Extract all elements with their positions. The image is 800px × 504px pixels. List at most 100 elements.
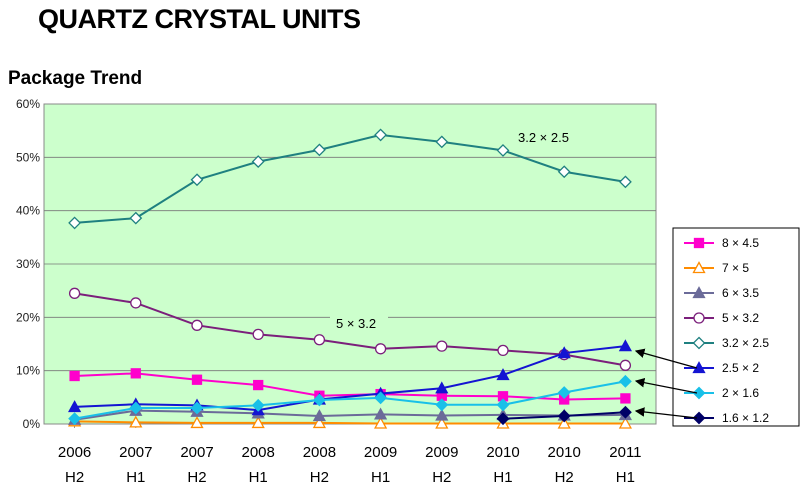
data-point <box>130 297 142 309</box>
data-point <box>619 359 632 371</box>
data-point <box>692 386 706 400</box>
x-tick-label-year: 2011 <box>609 444 641 461</box>
data-point <box>618 175 632 189</box>
series-1 <box>68 414 632 429</box>
series-line <box>74 380 626 420</box>
data-point <box>618 405 632 419</box>
data-point <box>692 261 706 274</box>
data-point <box>130 368 141 379</box>
data-point <box>129 415 143 428</box>
x-tick-label-year: 2009 <box>425 444 458 461</box>
y-tick-label: 0% <box>23 417 41 431</box>
data-point <box>374 407 388 420</box>
data-point <box>497 344 509 357</box>
x-tick-label-year: 2008 <box>303 444 336 461</box>
data-point <box>374 416 388 429</box>
x-tick-label-year: 2007 <box>119 444 152 461</box>
data-point <box>191 374 203 385</box>
x-tick-label-half: H2 <box>432 469 451 486</box>
data-point <box>129 211 143 225</box>
grid-lines <box>44 156 656 372</box>
y-axis: 0% 10% 20% 30% 40% 50% 60% <box>16 97 40 431</box>
y-tick-label: 30% <box>16 257 40 271</box>
data-point <box>692 336 706 350</box>
data-point <box>129 401 143 415</box>
data-point <box>435 408 449 421</box>
legend-label: 7 × 5 <box>722 261 749 275</box>
legend-label: 3.2 × 2.5 <box>722 336 769 350</box>
x-tick-label-half: H1 <box>493 469 512 486</box>
legend-label: 8 × 4.5 <box>722 236 759 250</box>
data-point <box>312 143 326 157</box>
data-point <box>435 398 449 412</box>
series-line <box>74 345 626 412</box>
x-tick-label-year: 2009 <box>364 444 397 461</box>
series-line <box>74 292 626 367</box>
data-point <box>374 391 388 405</box>
y-tick-label: 40% <box>16 204 40 218</box>
data-point <box>252 328 264 341</box>
x-tick-label-year: 2010 <box>486 444 519 461</box>
data-point <box>496 412 510 426</box>
data-point <box>496 143 510 157</box>
page-title: QUARTZ CRYSTAL UNITS <box>38 4 361 34</box>
legend: 8 × 4.5 7 × 5 6 × 3.5 5 × 3.2 3.2 × 2.5 2.5 ×… <box>672 227 800 427</box>
annotation-3-2x2-5: 3.2 × 2.5 <box>518 130 569 145</box>
legend-pointer-1-6x1-2 <box>634 407 698 419</box>
data-point <box>69 370 80 382</box>
series-line <box>74 133 626 224</box>
annotation-5x3-2: 5 × 3.2 <box>336 316 376 331</box>
y-tick-label: 20% <box>16 310 40 324</box>
y-tick-label: 50% <box>16 150 40 164</box>
series-line <box>74 409 626 421</box>
data-point <box>496 398 510 412</box>
data-point <box>435 416 449 429</box>
data-point <box>435 135 449 149</box>
data-point <box>312 416 326 429</box>
x-tick-label-half: H1 <box>126 469 145 486</box>
data-point <box>190 173 204 187</box>
data-point <box>251 398 265 412</box>
data-point <box>312 393 326 407</box>
data-point <box>496 368 510 381</box>
data-point <box>618 339 632 352</box>
series-group <box>68 128 632 429</box>
data-point <box>693 312 705 324</box>
data-point <box>68 216 82 230</box>
data-point <box>692 286 706 299</box>
data-point <box>68 400 82 413</box>
x-tick-label-half: H2 <box>555 469 574 486</box>
data-point <box>251 155 265 169</box>
data-point <box>253 379 264 391</box>
data-point <box>557 346 571 359</box>
data-point <box>435 381 449 394</box>
x-tick-label-half: H2 <box>187 469 206 486</box>
data-point <box>68 287 81 299</box>
data-point <box>557 409 571 423</box>
data-point <box>190 401 204 415</box>
data-point <box>190 416 204 429</box>
data-point <box>618 416 632 429</box>
data-point <box>374 128 388 142</box>
data-point <box>557 386 571 399</box>
x-tick-label-half: H2 <box>65 469 84 486</box>
data-point <box>374 343 387 355</box>
legend-label: 2 × 1.6 <box>722 386 759 400</box>
legend-label: 1.6 × 1.2 <box>722 411 769 425</box>
legend-label: 2.5 × 2 <box>722 361 759 375</box>
series-4 <box>68 128 632 230</box>
annotation-5x3-2-bg <box>330 314 388 332</box>
y-tick-label: 60% <box>16 97 40 111</box>
legend-pointer-2x1-6 <box>634 377 698 394</box>
y-tick-label: 10% <box>16 364 40 378</box>
x-tick-label-year: 2008 <box>242 444 275 461</box>
data-point <box>436 340 448 352</box>
x-tick-label-half: H1 <box>371 469 390 486</box>
data-point <box>618 374 632 388</box>
data-point <box>191 319 203 331</box>
series-line <box>74 420 626 425</box>
legend-pointer-2-5x2 <box>634 348 698 369</box>
x-tick-label-half: H1 <box>616 469 635 486</box>
x-tick-label-year: 2006 <box>58 444 91 461</box>
